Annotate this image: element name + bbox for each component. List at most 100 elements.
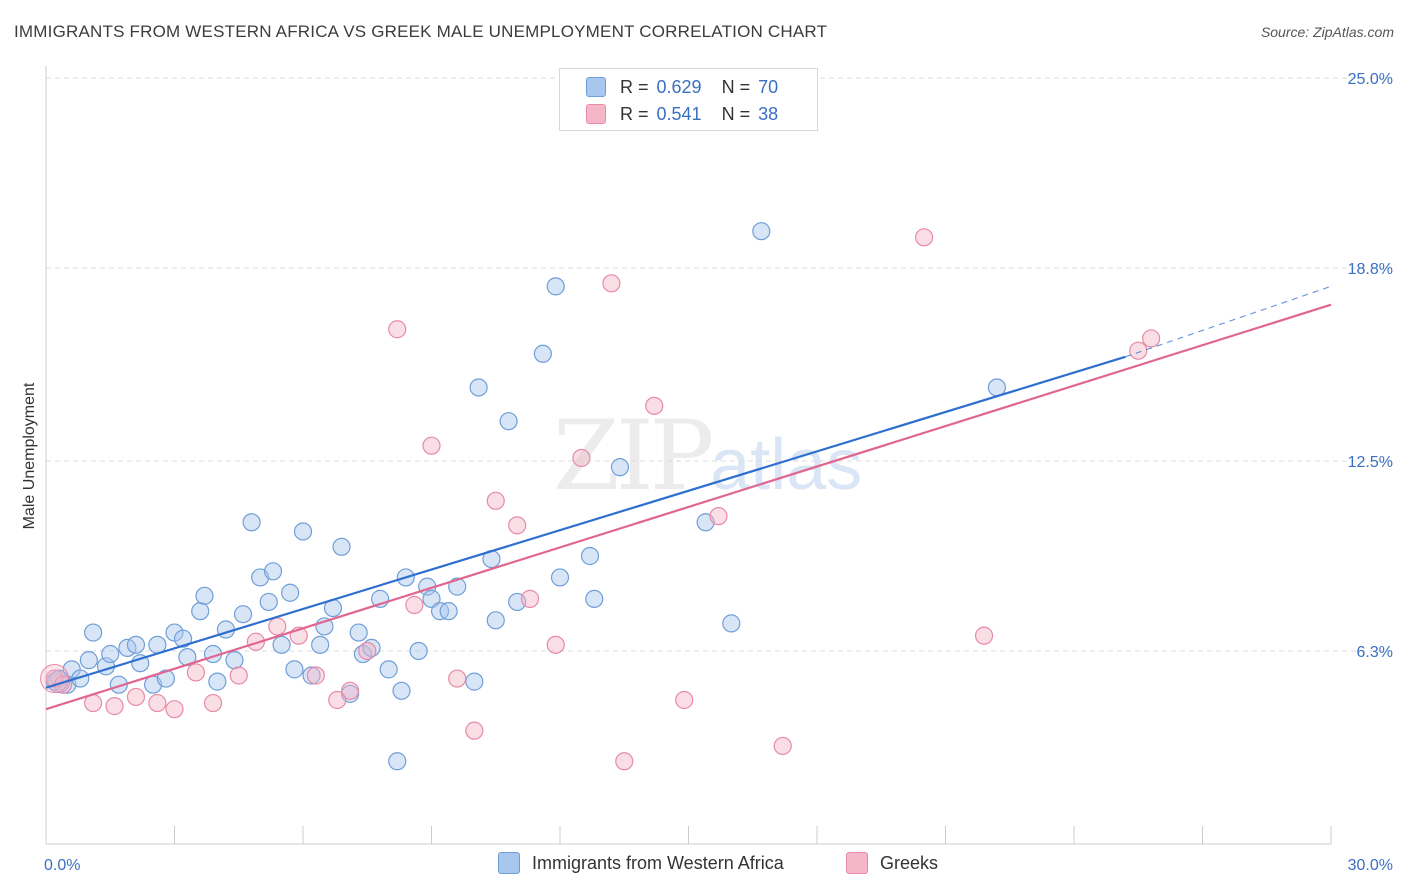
data-point-greeks	[773, 736, 792, 756]
series-greeks-points	[40, 228, 1161, 771]
data-point-immigrants	[722, 614, 741, 633]
data-point-immigrants	[84, 623, 103, 642]
legend-r-label: R =	[620, 103, 649, 124]
data-point-immigrants	[379, 660, 398, 679]
data-point-greeks	[1129, 341, 1148, 360]
data-point-greeks	[405, 595, 424, 615]
data-point-greeks	[675, 690, 694, 710]
data-point-greeks	[229, 666, 248, 685]
data-point-immigrants	[225, 651, 244, 670]
axes	[45, 66, 1332, 845]
data-point-greeks	[358, 641, 377, 661]
data-point-immigrants	[285, 660, 304, 679]
data-point-greeks	[465, 721, 484, 740]
data-point-immigrants	[585, 589, 604, 608]
bottom-legend-swatch-greeks	[846, 852, 868, 874]
data-point-immigrants	[293, 522, 313, 541]
grid-lines	[46, 77, 1390, 652]
legend-row-greeks: R = 0.541 N = 38	[586, 102, 778, 126]
data-point-greeks	[546, 635, 565, 654]
x-tick-label: 30.0%	[1348, 857, 1393, 874]
legend-swatch-greeks	[586, 104, 606, 124]
data-point-greeks	[328, 690, 347, 710]
legend-r-value: 0.541	[656, 103, 702, 124]
legend-r-value: 0.629	[656, 76, 702, 97]
data-point-greeks	[388, 320, 407, 339]
data-point-immigrants	[101, 644, 120, 664]
trend-lines	[45, 285, 1332, 711]
data-point-immigrants	[465, 672, 484, 691]
series-immigrants-points	[45, 222, 1007, 771]
data-point-immigrants	[195, 586, 214, 605]
bottom-legend-immigrants: Immigrants from Western Africa	[498, 852, 784, 874]
data-point-immigrants	[191, 602, 210, 621]
data-point-immigrants	[281, 583, 300, 602]
data-point-immigrants	[448, 577, 467, 596]
data-point-immigrants	[242, 513, 261, 532]
watermark-zip: ZIP	[553, 400, 714, 512]
data-point-immigrants	[499, 412, 518, 431]
data-point-immigrants	[580, 546, 600, 566]
data-point-immigrants	[272, 635, 291, 654]
y-tick-label: 25.0%	[1348, 71, 1393, 88]
chart-title: IMMIGRANTS FROM WESTERN AFRICA VS GREEK …	[14, 22, 828, 41]
data-point-greeks	[914, 228, 934, 247]
data-point-immigrants	[392, 681, 411, 700]
data-point-greeks	[602, 274, 621, 293]
bottom-legend-label-greeks: Greeks	[880, 852, 939, 873]
legend-n-label: N =	[721, 76, 751, 97]
legend-row-immigrants: R = 0.629 N = 70	[586, 75, 778, 99]
data-point-immigrants	[131, 654, 150, 673]
data-point-greeks	[645, 396, 664, 415]
data-point-greeks	[268, 617, 287, 636]
data-point-greeks	[974, 626, 994, 645]
legend-swatch-immigrants	[586, 77, 606, 97]
data-point-immigrants	[349, 623, 368, 642]
data-point-greeks	[186, 663, 206, 682]
legend-r-label: R =	[620, 76, 649, 97]
trend-line-greeks	[45, 303, 1332, 711]
data-point-immigrants	[533, 344, 552, 363]
data-point-immigrants	[126, 635, 146, 654]
bottom-legend-label-immigrants: Immigrants from Western Africa	[532, 852, 784, 873]
data-point-immigrants	[79, 651, 98, 670]
data-point-immigrants	[259, 592, 278, 612]
legend-n-label: N =	[721, 103, 751, 124]
data-point-immigrants	[439, 602, 458, 621]
correlation-legend: R = 0.629 N = 70 R = 0.541 N = 38	[559, 68, 818, 131]
data-point-immigrants	[550, 568, 570, 587]
data-point-immigrants	[752, 222, 771, 241]
watermark: ZIPatlas	[553, 400, 862, 512]
data-point-greeks	[341, 681, 360, 700]
data-point-immigrants	[233, 605, 253, 624]
data-point-greeks	[572, 448, 591, 468]
bottom-legend-greeks: Greeks	[846, 852, 938, 874]
data-point-greeks	[422, 436, 441, 455]
data-point-greeks	[1141, 329, 1161, 348]
bottom-legend-swatch-immigrants	[498, 852, 520, 874]
y-tick-label: 6.3%	[1357, 644, 1393, 661]
data-point-immigrants	[263, 562, 283, 581]
trend-line-immigrants	[45, 355, 1126, 689]
data-point-greeks	[40, 664, 70, 694]
data-point-immigrants	[302, 666, 321, 685]
data-point-greeks	[448, 669, 467, 688]
data-point-greeks	[148, 693, 167, 713]
data-point-greeks	[203, 693, 223, 713]
data-point-greeks	[508, 516, 527, 535]
y-axis-title: Male Unemployment	[21, 382, 38, 529]
data-point-greeks	[520, 589, 540, 608]
y-tick-label: 18.8%	[1348, 261, 1393, 278]
data-point-greeks	[486, 491, 505, 510]
data-point-immigrants	[311, 635, 330, 654]
tick-labels: 6.3% 12.5% 18.8% 25.0% 0.0% 30.0%	[44, 71, 1393, 874]
y-tick-label: 12.5%	[1348, 454, 1393, 471]
legend-n-value: 70	[758, 76, 779, 97]
data-point-greeks	[246, 632, 265, 651]
data-point-immigrants	[173, 629, 193, 648]
data-point-immigrants	[610, 458, 630, 477]
data-point-immigrants	[71, 669, 90, 688]
source-label: Source: ZipAtlas.com	[1260, 24, 1394, 40]
data-point-greeks	[709, 507, 728, 526]
data-point-immigrants	[546, 277, 565, 296]
